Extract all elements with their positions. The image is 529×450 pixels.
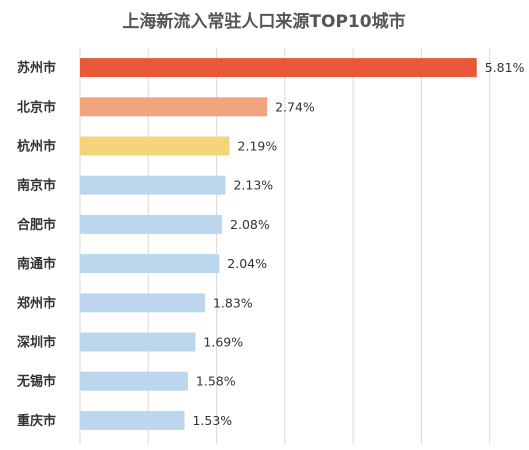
category-label: 合肥市 <box>17 217 56 233</box>
value-label: 2.08% <box>230 217 270 232</box>
bar <box>80 332 196 352</box>
value-label: 5.81% <box>485 60 525 75</box>
category-label: 无锡市 <box>16 374 56 390</box>
category-label: 深圳市 <box>17 335 56 351</box>
value-label: 1.53% <box>192 413 232 428</box>
bar <box>80 371 188 391</box>
bars <box>80 58 477 430</box>
value-label: 2.74% <box>275 99 315 114</box>
category-label: 南京市 <box>17 178 56 194</box>
bar <box>80 293 205 313</box>
category-label: 杭州市 <box>17 139 56 155</box>
bar <box>80 97 268 117</box>
category-label: 南通市 <box>17 256 56 272</box>
bar <box>80 214 223 234</box>
value-labels: 5.81% 2.74% 2.19% 2.13% 2.08% 2.04% 1.83% 1.69%… <box>192 60 524 428</box>
value-label: 2.19% <box>238 139 278 154</box>
value-label: 1.83% <box>213 295 253 310</box>
value-label: 2.04% <box>227 256 267 271</box>
bar <box>80 136 230 156</box>
bar <box>80 410 185 430</box>
bar <box>80 58 477 78</box>
category-label: 重庆市 <box>17 413 56 429</box>
bar <box>80 175 226 195</box>
category-label: 郑州市 <box>17 295 56 311</box>
chart-title: 上海新流入常驻人口来源TOP10城市 <box>122 11 405 32</box>
value-label: 1.58% <box>196 374 236 389</box>
value-label: 2.13% <box>233 178 273 193</box>
category-label: 北京市 <box>17 99 56 115</box>
category-label: 苏州市 <box>17 60 56 76</box>
bar <box>80 254 220 274</box>
value-label: 1.69% <box>203 335 243 350</box>
